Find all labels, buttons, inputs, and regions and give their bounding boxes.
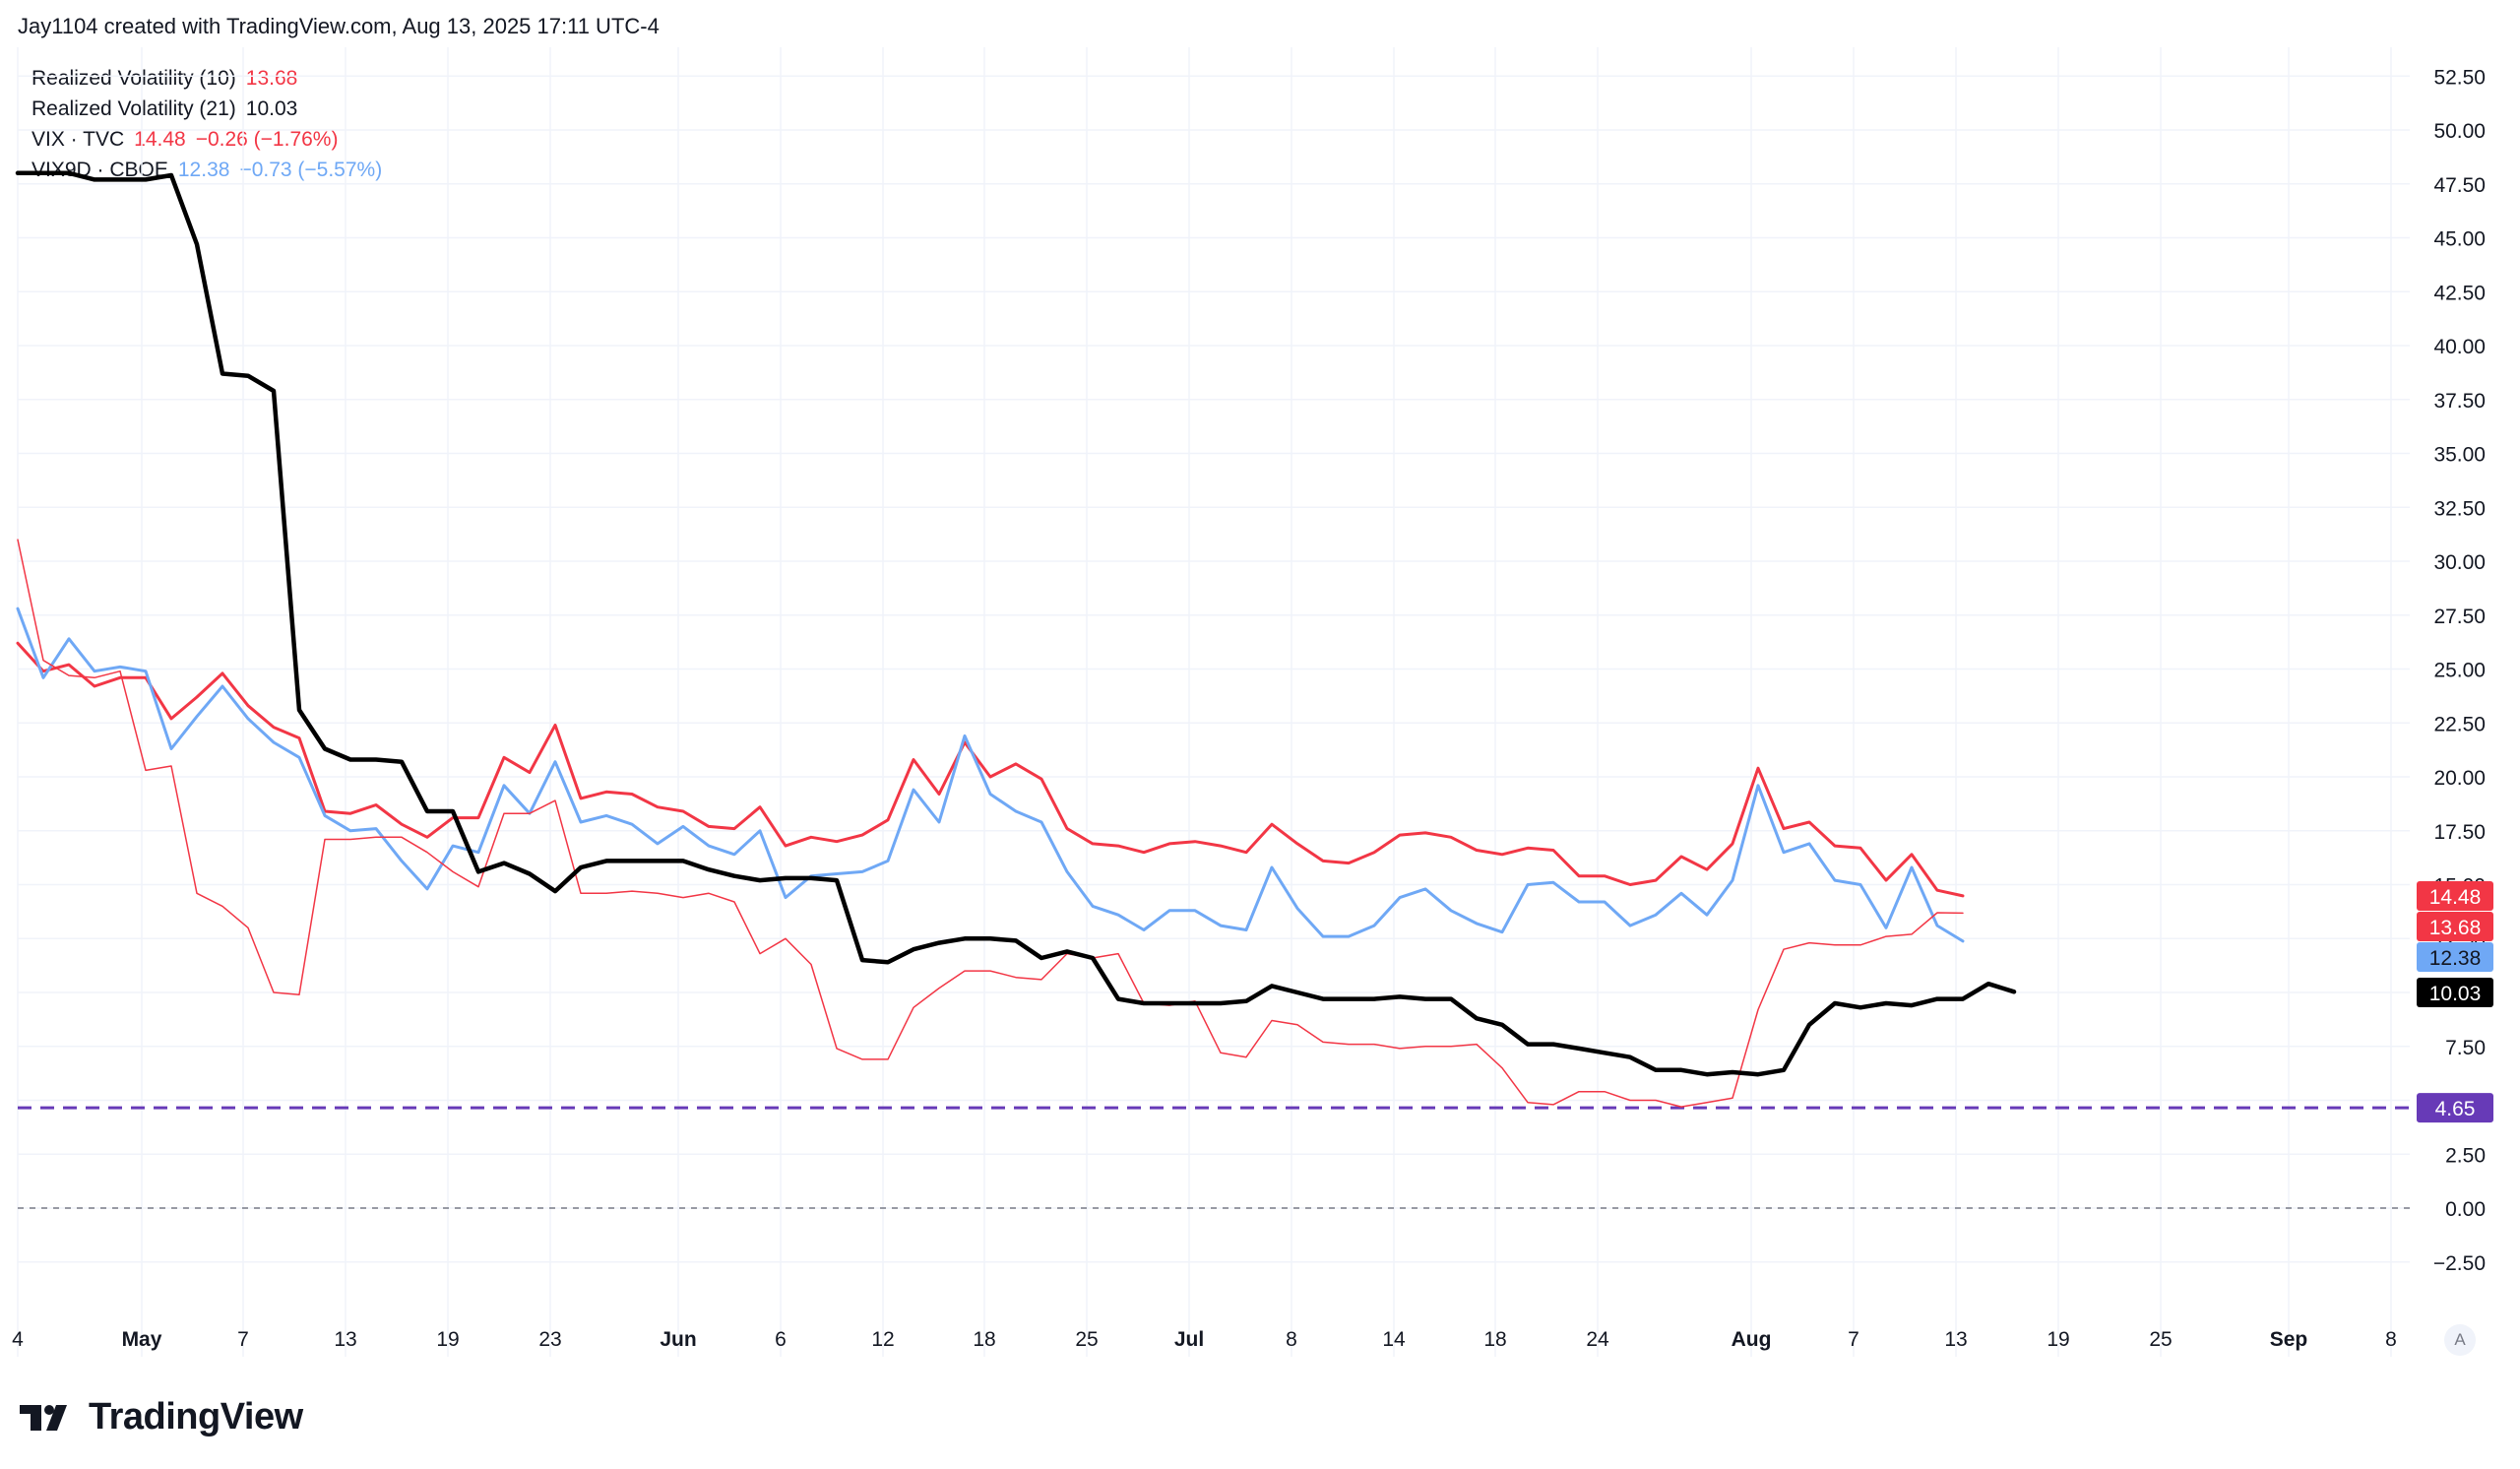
series-line-0[interactable] (16, 641, 1965, 898)
series-lines (15, 170, 2017, 1108)
y-tick-label: 52.50 (2433, 66, 2486, 89)
price-badges: 14.48 13.68 12.38 10.03 4.65 (2417, 881, 2493, 1123)
x-tick-label: 18 (973, 1328, 995, 1351)
legend-name: Realized Volatility (21) (32, 97, 236, 120)
badge-vix-label: 14.48 (2429, 886, 2482, 909)
x-tick-label: 7 (1848, 1328, 1859, 1351)
y-tick-label: 2.50 (2445, 1144, 2486, 1167)
y-tick-label: 17.50 (2433, 821, 2486, 844)
badge-vix9d: 12.38 (2417, 942, 2493, 972)
legend-value: 10.03 (245, 97, 298, 120)
legend-row-vix9d[interactable]: VIX9D · CBOE 12.38 −0.73 (−5.57%) (32, 155, 392, 185)
x-tick-label: 8 (1286, 1328, 1297, 1351)
y-tick-label: 20.00 (2433, 767, 2486, 790)
x-tick-label: 19 (2047, 1328, 2069, 1351)
x-tick-label: 8 (2385, 1328, 2397, 1351)
y-tick-label: 35.00 (2433, 444, 2486, 467)
x-tick-label: 19 (436, 1328, 459, 1351)
y-tick-label: 25.00 (2433, 660, 2486, 682)
x-tick-label: 7 (237, 1328, 249, 1351)
x-tick-label: Sep (2270, 1328, 2308, 1351)
y-tick-label: 40.00 (2433, 336, 2486, 358)
series-line-3[interactable] (15, 170, 2017, 1077)
legend: Realized Volatility (10) 13.68 Realized V… (32, 63, 392, 185)
x-tick-label: 13 (1944, 1328, 1967, 1351)
legend-name: VIX · TVC (32, 128, 125, 151)
chart-credit: Jay1104 created with TradingView.com, Au… (18, 14, 660, 38)
tradingview-logo[interactable]: TradingView (20, 1396, 303, 1438)
legend-row-vix[interactable]: VIX · TVC 14.48 −0.26 (−1.76%) (32, 124, 392, 155)
y-tick-label: 7.50 (2445, 1037, 2486, 1059)
badge-rv10-label: 13.68 (2429, 917, 2482, 939)
x-tick-label: 25 (2149, 1328, 2172, 1351)
badge-rv10-bg (2417, 912, 2493, 941)
y-tick-label: 42.50 (2433, 282, 2486, 304)
x-tick-label: 12 (871, 1328, 894, 1351)
legend-row-rv10[interactable]: Realized Volatility (10) 13.68 (32, 63, 392, 94)
y-tick-label: 45.00 (2433, 228, 2486, 251)
y-tick-label: 37.50 (2433, 390, 2486, 413)
x-tick-label: May (122, 1328, 162, 1351)
badge-rv21-label: 10.03 (2429, 983, 2482, 1005)
tradingview-logo-icon (20, 1404, 67, 1431)
badge-rv21: 10.03 (2417, 978, 2493, 1007)
legend-value: 14.48 (134, 128, 186, 151)
auto-scale-button[interactable]: A (2444, 1324, 2476, 1356)
x-axis: 4 May 7 13 19 23 Jun 6 12 18 25 Jul 8 14 18 24 Aug 7 13 19 2… (12, 1328, 2397, 1351)
x-tick-label: 25 (1075, 1328, 1098, 1351)
x-tick-label: 18 (1483, 1328, 1506, 1351)
y-tick-label: 30.00 (2433, 551, 2486, 574)
tradingview-logo-text: TradingView (89, 1396, 303, 1437)
legend-change: −0.26 (−1.76%) (195, 128, 339, 151)
x-tick-label: 14 (1382, 1328, 1406, 1351)
badge-level: 4.65 (2417, 1093, 2493, 1123)
x-tick-label: Aug (1732, 1328, 1772, 1351)
x-tick-label: 6 (775, 1328, 787, 1351)
badge-level-label: 4.65 (2435, 1098, 2476, 1120)
grid (17, 47, 2410, 1357)
y-tick-label: 27.50 (2433, 606, 2486, 628)
x-tick-label: 23 (538, 1328, 561, 1351)
legend-value: 13.68 (245, 67, 298, 90)
badge-vix-bg (2417, 881, 2493, 911)
badge-rv21-bg (2417, 978, 2493, 1007)
legend-name: Realized Volatility (10) (32, 67, 236, 90)
legend-change: −0.73 (−5.57%) (239, 159, 383, 181)
y-tick-label: 0.00 (2445, 1198, 2486, 1221)
chart[interactable]: 52.5050.0047.5045.0042.5040.0037.5035.00… (0, 0, 2520, 1378)
y-tick-label: 22.50 (2433, 713, 2486, 735)
y-tick-label: 47.50 (2433, 174, 2486, 197)
x-tick-label: 13 (334, 1328, 356, 1351)
horizontal-lines (18, 1106, 2410, 1209)
legend-row-rv21[interactable]: Realized Volatility (21) 10.03 (32, 94, 392, 124)
badge-vix9d-bg (2417, 942, 2493, 972)
x-tick-label: 4 (12, 1328, 24, 1351)
y-tick-label: 50.00 (2433, 120, 2486, 143)
legend-name: VIX9D · CBOE (32, 159, 168, 181)
badge-rv10: 13.68 (2417, 912, 2493, 941)
badge-vix: 14.48 (2417, 881, 2493, 911)
x-tick-label: 24 (1586, 1328, 1609, 1351)
x-tick-label: Jun (660, 1328, 696, 1351)
y-tick-label: 32.50 (2433, 497, 2486, 520)
badge-level-bg (2417, 1093, 2493, 1123)
y-tick-label: −2.50 (2433, 1252, 2486, 1275)
x-tick-label: Jul (1174, 1328, 1204, 1351)
series-line-1[interactable] (16, 607, 1965, 943)
badge-vix9d-label: 12.38 (2429, 947, 2482, 970)
legend-value: 12.38 (177, 159, 230, 181)
series-line-2[interactable] (17, 539, 1964, 1108)
